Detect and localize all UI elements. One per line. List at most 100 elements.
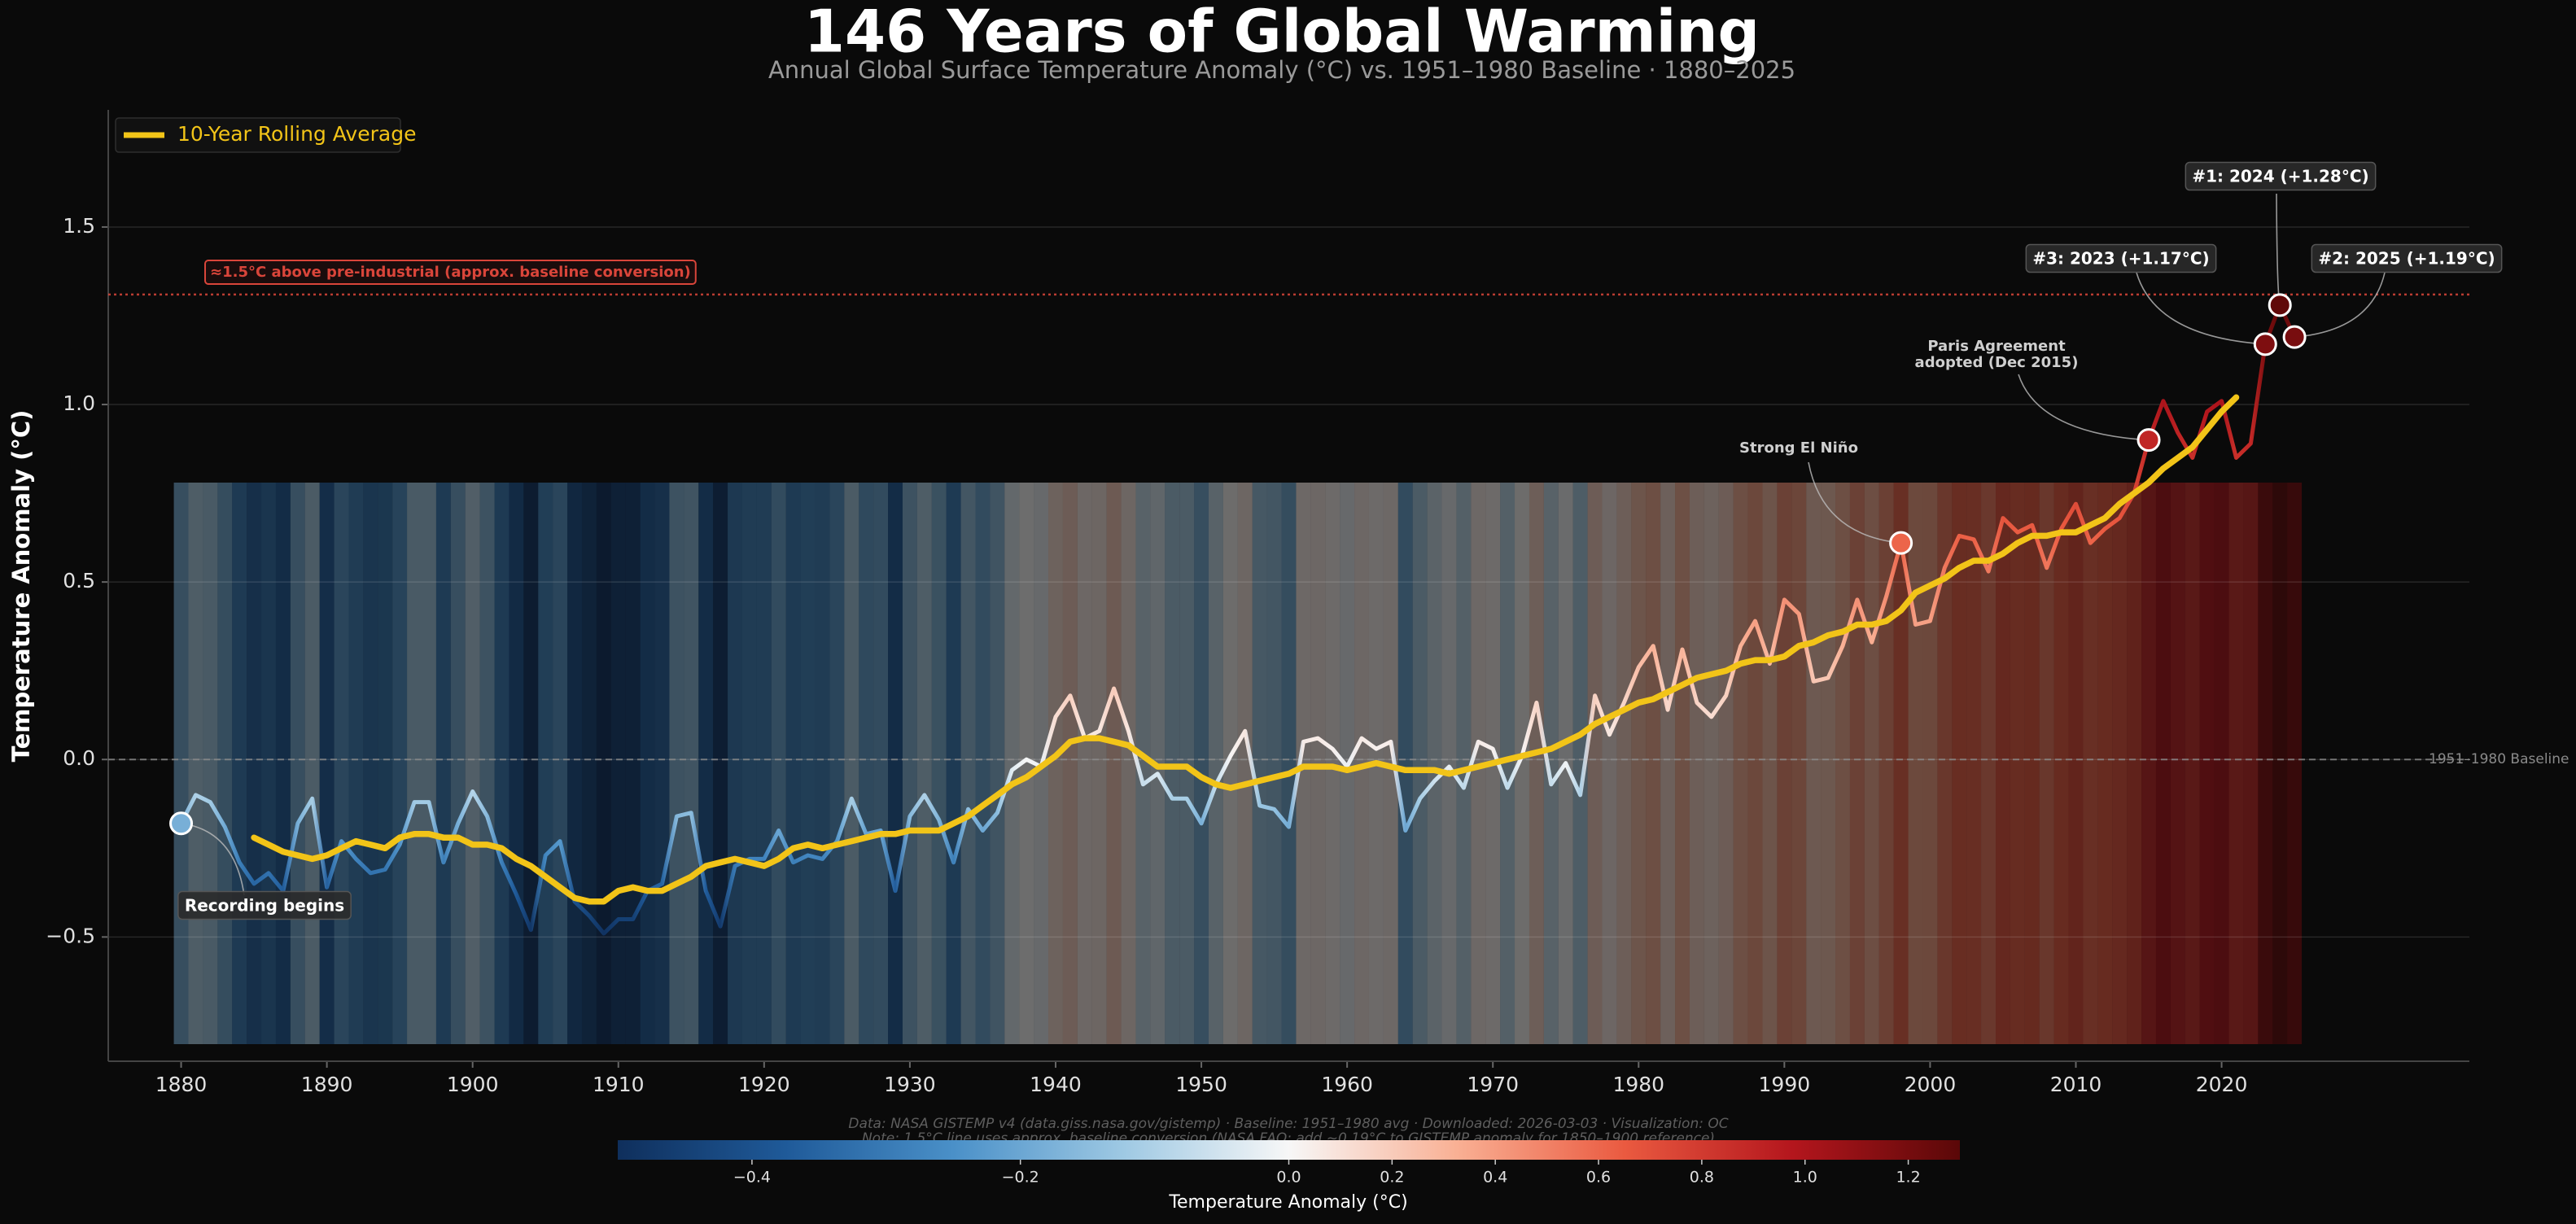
chart-title: 146 Years of Global Warming: [804, 0, 1760, 66]
warming-stripe: [1179, 483, 1195, 1044]
warming-stripe: [1646, 483, 1661, 1044]
warming-stripe: [1019, 483, 1034, 1044]
highlight-point: [2136, 428, 2161, 452]
warming-stripe: [1310, 483, 1326, 1044]
annotation-text: Paris Agreement: [1927, 338, 2066, 355]
warming-stripe: [1893, 483, 1909, 1044]
x-tick-label: 1960: [1321, 1073, 1373, 1096]
warming-stripe: [684, 483, 699, 1044]
rolling-average-line: [251, 394, 2240, 905]
warming-stripe: [1471, 483, 1486, 1044]
warming-stripe: [698, 483, 714, 1044]
warming-stripe: [567, 483, 582, 1044]
warming-stripe: [1412, 483, 1428, 1044]
chart-subtitle: Annual Global Surface Temperature Anomal…: [768, 56, 1795, 84]
warming-stripe: [1252, 483, 1267, 1044]
annotation-arrow: [1808, 461, 1901, 544]
warming-stripe: [1456, 483, 1472, 1044]
warming-stripe: [1747, 483, 1763, 1044]
warming-stripe: [1952, 483, 1967, 1044]
warming-stripe: [1572, 483, 1588, 1044]
x-tick-label: 1950: [1175, 1073, 1227, 1096]
warming-stripe: [771, 483, 786, 1044]
warming-stripe: [334, 483, 349, 1044]
warming-stripe: [188, 483, 203, 1044]
warming-stripe: [1777, 483, 1792, 1044]
warming-stripe: [2287, 483, 2303, 1044]
warming-stripe: [669, 483, 684, 1044]
annotation-arrow: [2018, 374, 2150, 441]
baseline-label: 1951–1980 Baseline: [2429, 751, 2569, 767]
warming-stripe: [1106, 483, 1122, 1044]
warming-stripe: [1821, 483, 1836, 1044]
x-tick-label: 1910: [593, 1073, 645, 1096]
annotation-box: [2025, 243, 2217, 273]
warming-stripe: [960, 483, 976, 1044]
colorbar-tick-label: 0.6: [1586, 1169, 1611, 1187]
warming-stripe: [1791, 483, 1807, 1044]
warming-stripe: [275, 483, 291, 1044]
warming-stripe: [2170, 483, 2185, 1044]
x-tick-label: 2000: [1905, 1073, 1957, 1096]
warming-stripe: [1966, 483, 1982, 1044]
warming-stripe: [844, 483, 859, 1044]
threshold-label-box: [204, 260, 697, 285]
warming-stripe: [1427, 483, 1442, 1044]
warming-stripe: [2155, 483, 2171, 1044]
warming-stripe: [1500, 483, 1515, 1044]
warming-stripe: [1266, 483, 1282, 1044]
warming-stripe: [888, 483, 903, 1044]
warming-stripe: [1689, 483, 1704, 1044]
warming-stripe: [800, 483, 816, 1044]
warming-stripe: [815, 483, 830, 1044]
warming-stripe: [2272, 483, 2288, 1044]
warming-stripe: [1209, 483, 1223, 1044]
annotation-text: #1: 2024 (+1.28°C): [2192, 167, 2368, 186]
warming-stripe: [990, 483, 1005, 1044]
warming-stripe: [523, 483, 539, 1044]
warming-stripe: [1222, 483, 1238, 1044]
warming-stripe: [1515, 483, 1529, 1044]
warming-stripe: [1441, 483, 1457, 1044]
x-tick-label: 1970: [1467, 1073, 1519, 1096]
warming-stripe: [1237, 483, 1253, 1044]
warming-stripe: [1354, 483, 1369, 1044]
warming-stripe: [479, 483, 495, 1044]
warming-stripe: [217, 483, 233, 1044]
warming-stripe: [1981, 483, 1997, 1044]
x-tick-label: 1920: [738, 1073, 790, 1096]
colorbar-tick-label: −0.4: [733, 1169, 771, 1187]
warming-stripe: [625, 483, 641, 1044]
warming-stripe: [450, 483, 466, 1044]
warming-stripe: [581, 483, 597, 1044]
warming-stripe: [640, 483, 655, 1044]
annotation-box: [177, 890, 352, 920]
warming-stripe: [363, 483, 378, 1044]
warming-stripe: [2068, 483, 2084, 1044]
highlight-point: [169, 811, 194, 836]
warming-stripe: [1135, 483, 1151, 1044]
highlight-point: [2253, 332, 2277, 356]
warming-stripe: [1296, 483, 1311, 1044]
x-tick-label: 2020: [2196, 1073, 2248, 1096]
annotation-text: Recording begins: [185, 896, 344, 916]
warming-stripe: [902, 483, 917, 1044]
annotation-box: [2311, 243, 2503, 273]
warming-stripe: [1325, 483, 1340, 1044]
warming-stripe: [916, 483, 932, 1044]
warming-stripe: [1762, 483, 1778, 1044]
warming-stripe: [2185, 483, 2200, 1044]
warming-stripe: [931, 483, 947, 1044]
warming-stripe: [1806, 483, 1822, 1044]
warming-stripe: [2112, 483, 2128, 1044]
warming-stripe: [785, 483, 801, 1044]
warming-stripe: [1165, 483, 1180, 1044]
warming-stripe: [1703, 483, 1719, 1044]
warming-stripe: [873, 483, 889, 1044]
warming-stripe: [2024, 483, 2040, 1044]
warming-stripe: [2199, 483, 2215, 1044]
threshold-label: ≈1.5°C above pre-industrial (approx. bas…: [210, 264, 691, 281]
annotation-text: adopted (Dec 2015): [1915, 354, 2079, 371]
warming-stripe: [859, 483, 874, 1044]
